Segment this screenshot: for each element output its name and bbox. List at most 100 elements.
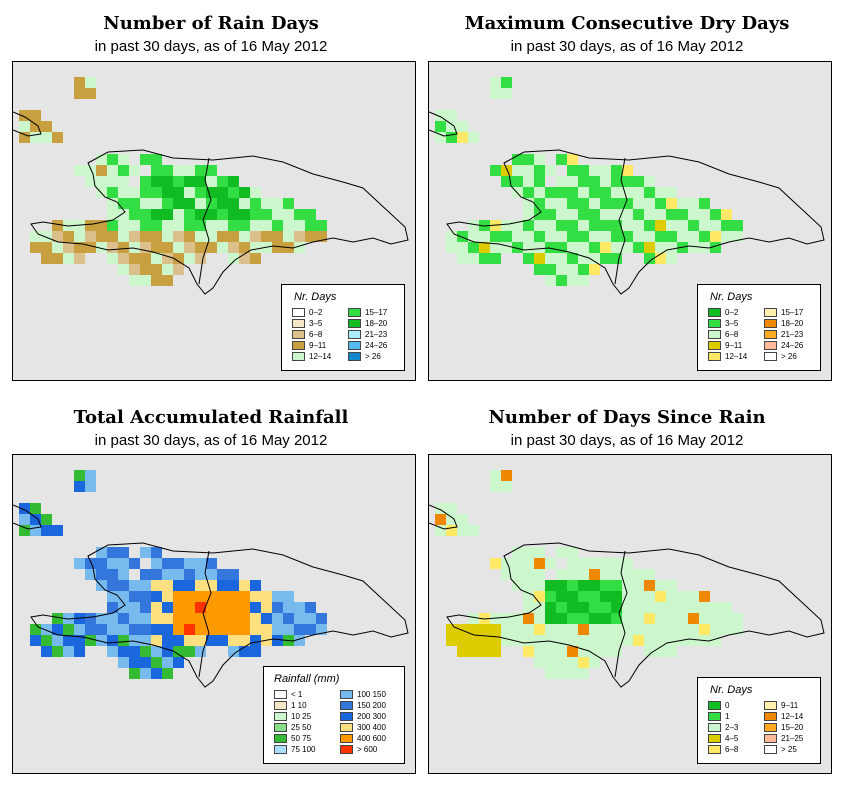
grid-cell <box>545 242 556 253</box>
grid-cell <box>534 264 545 275</box>
legend-swatch <box>764 329 777 339</box>
grid-cell <box>523 165 534 176</box>
legend-label: 6–8 <box>725 744 739 754</box>
grid-cell <box>523 569 534 580</box>
grid-cell <box>534 602 545 613</box>
grid-cell <box>490 231 501 242</box>
grid-cell <box>501 613 512 624</box>
grid-cell <box>74 242 85 253</box>
coastline <box>446 149 825 295</box>
grid-cell <box>85 481 96 492</box>
grid-cell <box>578 165 589 176</box>
grid-cell <box>294 602 305 613</box>
grid-cell <box>41 253 52 264</box>
legend-label: 25 50 <box>291 722 312 732</box>
grid-cell <box>589 591 600 602</box>
grid-cell <box>644 220 655 231</box>
legend-label: > 25 <box>781 744 797 754</box>
map-canvas <box>13 470 409 688</box>
grid-cell <box>578 635 589 646</box>
grid-cell <box>162 198 173 209</box>
legend-swatch <box>764 722 777 732</box>
grid-cell <box>611 635 622 646</box>
grid-cell <box>151 558 162 569</box>
grid-cell <box>261 220 272 231</box>
grid-cell <box>567 275 578 286</box>
grid-cell <box>633 231 644 242</box>
grid-cell <box>523 231 534 242</box>
grid-cell <box>732 613 743 624</box>
grid-cell <box>479 635 490 646</box>
legend-item: 15–17 <box>348 307 387 317</box>
grid-cell <box>600 624 611 635</box>
grid-cell <box>96 176 107 187</box>
grid-cell <box>316 613 327 624</box>
legend-item: 12–14 <box>708 351 747 361</box>
rainfall-title: Total Accumulated Rainfall <box>73 407 349 428</box>
grid-cell <box>490 242 501 253</box>
grid-cell <box>184 220 195 231</box>
grid-cell <box>655 220 666 231</box>
legend-label: 24–26 <box>781 340 804 350</box>
grid-cell <box>688 591 699 602</box>
grid-cell <box>151 591 162 602</box>
grid-cell <box>96 635 107 646</box>
grid-cell <box>30 110 41 121</box>
grid-cell <box>600 558 611 569</box>
grid-cell <box>644 646 655 657</box>
grid-cell <box>162 187 173 198</box>
grid-cell <box>578 198 589 209</box>
grid-cell <box>96 624 107 635</box>
grid-cell <box>655 231 666 242</box>
grid-cell <box>501 558 512 569</box>
grid-cell <box>655 242 666 253</box>
grid-cell <box>129 591 140 602</box>
grid-cell <box>567 591 578 602</box>
grid-cell <box>74 558 85 569</box>
legend-item: 0–2 <box>708 307 738 317</box>
grid-cell <box>41 514 52 525</box>
grid-cell <box>611 165 622 176</box>
grid-cell <box>534 165 545 176</box>
grid-cell <box>118 635 129 646</box>
grid-cell <box>545 198 556 209</box>
grid-cell <box>162 220 173 231</box>
legend-label: 2–3 <box>725 722 739 732</box>
legend-label: 6–8 <box>309 329 323 339</box>
grid-cell <box>162 624 173 635</box>
grid-cell <box>162 558 173 569</box>
grid-cell <box>118 253 129 264</box>
grid-cell <box>666 242 677 253</box>
grid-cell <box>206 198 217 209</box>
grid-cell <box>107 154 118 165</box>
grid-cell <box>655 635 666 646</box>
grid-cell <box>655 591 666 602</box>
grid-cell <box>633 613 644 624</box>
grid-cell <box>666 209 677 220</box>
grid-cell <box>710 209 721 220</box>
grid-cell <box>556 231 567 242</box>
grid-cell <box>305 220 316 231</box>
grid-cell <box>162 275 173 286</box>
coastline <box>30 149 409 295</box>
grid-cell <box>567 198 578 209</box>
legend-item: 400 600 <box>340 733 386 743</box>
legend-swatch <box>348 329 361 339</box>
grid-cell <box>578 275 589 286</box>
grid-cell <box>600 209 611 220</box>
grid-cell <box>118 220 129 231</box>
legend-swatch <box>274 689 287 699</box>
map-canvas <box>429 77 825 295</box>
grid-cell <box>140 569 151 580</box>
grid-cell <box>239 231 250 242</box>
legend-swatch <box>708 700 721 710</box>
grid-cell <box>272 242 283 253</box>
grid-cell <box>567 220 578 231</box>
grid-cell <box>666 591 677 602</box>
grid-cell <box>151 657 162 668</box>
grid-cell <box>611 187 622 198</box>
grid-cell <box>578 613 589 624</box>
grid-cell <box>567 242 578 253</box>
grid-cell <box>567 635 578 646</box>
grid-cell <box>633 635 644 646</box>
